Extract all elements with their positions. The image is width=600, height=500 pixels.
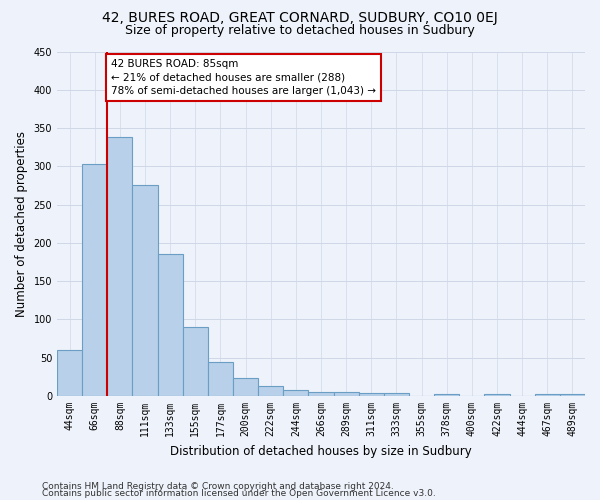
Bar: [384, 393, 409, 396]
Bar: [283, 390, 308, 396]
Bar: [560, 394, 585, 396]
Bar: [334, 392, 359, 396]
Bar: [208, 362, 233, 396]
Text: 42 BURES ROAD: 85sqm
← 21% of detached houses are smaller (288)
78% of semi-deta: 42 BURES ROAD: 85sqm ← 21% of detached h…: [111, 59, 376, 96]
Bar: [158, 254, 183, 396]
X-axis label: Distribution of detached houses by size in Sudbury: Distribution of detached houses by size …: [170, 444, 472, 458]
Bar: [107, 138, 133, 396]
Bar: [434, 394, 459, 396]
Bar: [359, 393, 384, 396]
Bar: [82, 164, 107, 396]
Bar: [183, 327, 208, 396]
Bar: [484, 394, 509, 396]
Bar: [233, 378, 258, 396]
Text: 42, BURES ROAD, GREAT CORNARD, SUDBURY, CO10 0EJ: 42, BURES ROAD, GREAT CORNARD, SUDBURY, …: [102, 11, 498, 25]
Text: Contains HM Land Registry data © Crown copyright and database right 2024.: Contains HM Land Registry data © Crown c…: [42, 482, 394, 491]
Bar: [57, 350, 82, 396]
Bar: [308, 392, 334, 396]
Y-axis label: Number of detached properties: Number of detached properties: [15, 131, 28, 317]
Text: Contains public sector information licensed under the Open Government Licence v3: Contains public sector information licen…: [42, 489, 436, 498]
Bar: [133, 186, 158, 396]
Bar: [258, 386, 283, 396]
Bar: [535, 394, 560, 396]
Text: Size of property relative to detached houses in Sudbury: Size of property relative to detached ho…: [125, 24, 475, 37]
